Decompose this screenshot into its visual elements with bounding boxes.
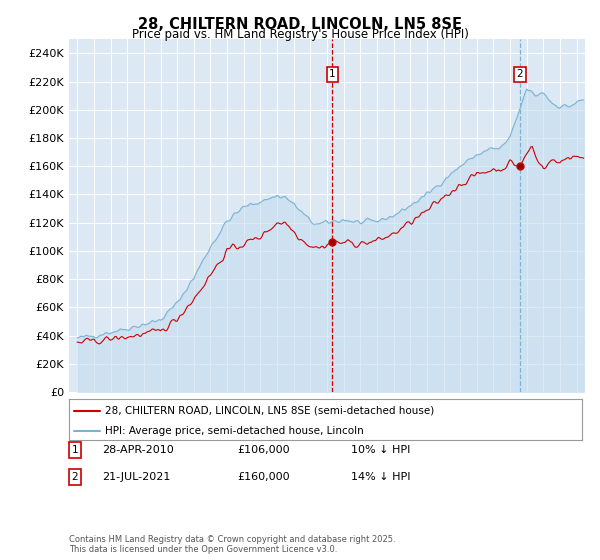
Text: £160,000: £160,000 xyxy=(237,472,290,482)
Text: £106,000: £106,000 xyxy=(237,445,290,455)
Text: Contains HM Land Registry data © Crown copyright and database right 2025.
This d: Contains HM Land Registry data © Crown c… xyxy=(69,535,395,554)
Text: Price paid vs. HM Land Registry's House Price Index (HPI): Price paid vs. HM Land Registry's House … xyxy=(131,28,469,41)
Text: 2: 2 xyxy=(71,472,79,482)
Text: 1: 1 xyxy=(329,69,336,80)
Text: 14% ↓ HPI: 14% ↓ HPI xyxy=(351,472,410,482)
Text: 2: 2 xyxy=(517,69,523,80)
Text: 28, CHILTERN ROAD, LINCOLN, LN5 8SE: 28, CHILTERN ROAD, LINCOLN, LN5 8SE xyxy=(138,17,462,32)
Text: 10% ↓ HPI: 10% ↓ HPI xyxy=(351,445,410,455)
Text: 28, CHILTERN ROAD, LINCOLN, LN5 8SE (semi-detached house): 28, CHILTERN ROAD, LINCOLN, LN5 8SE (sem… xyxy=(105,405,434,416)
Text: HPI: Average price, semi-detached house, Lincoln: HPI: Average price, semi-detached house,… xyxy=(105,426,364,436)
Text: 1: 1 xyxy=(71,445,79,455)
Text: 21-JUL-2021: 21-JUL-2021 xyxy=(102,472,170,482)
Text: 28-APR-2010: 28-APR-2010 xyxy=(102,445,174,455)
